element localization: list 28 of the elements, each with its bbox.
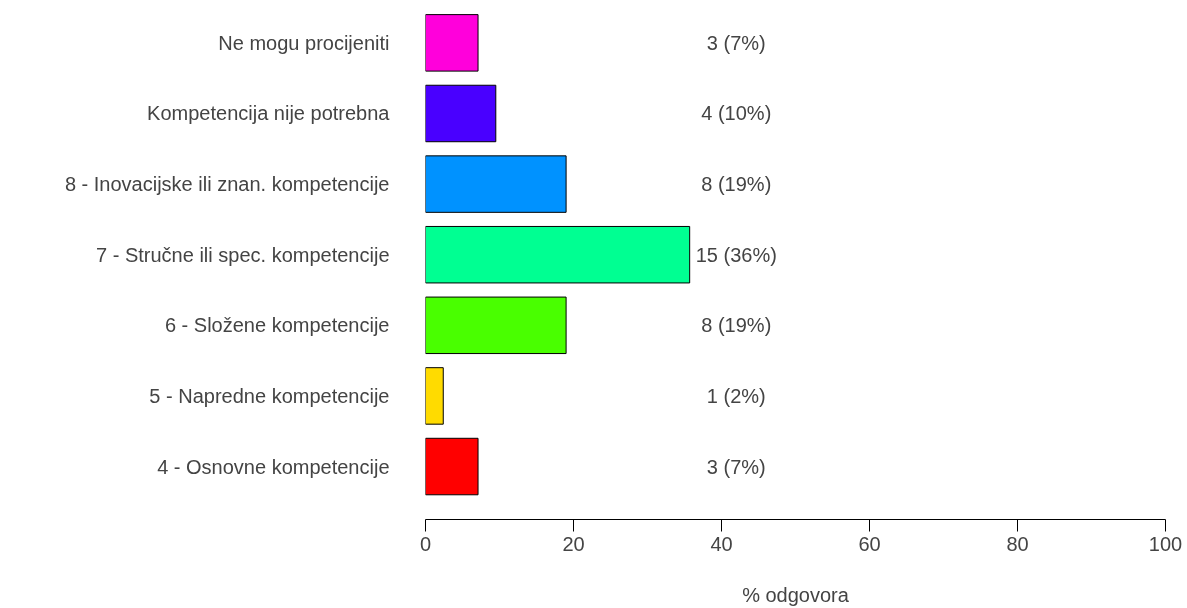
x-tick-label: 80 [1006,532,1029,555]
data-label: 3 (7%) [706,455,766,478]
x-tick-label: 40 [710,532,733,555]
bar [425,296,567,355]
data-label: 8 (19%) [701,173,772,196]
bar [425,225,691,284]
bar [425,367,444,425]
x-tick-label: 60 [858,532,881,555]
data-label: 4 (10%) [701,102,772,125]
bar [425,14,479,72]
bar [425,84,497,143]
bar [425,155,567,213]
data-label: 3 (7%) [706,31,766,54]
y-tick-label: Kompetencija nije potrebna [147,102,391,125]
y-tick-label: 6 - Složene kompetencije [164,314,390,337]
x-tick-label: 100 [1148,532,1183,555]
x-tick-label: 20 [562,532,585,555]
x-axis-title: % odgovora [742,583,850,606]
x-tick-label: 0 [419,532,432,555]
data-label: 8 (19%) [701,314,772,337]
y-tick-label: 5 - Napredne kompetencije [149,384,390,407]
y-tick-label: 8 - Inovacijske ili znan. kompetencije [64,173,390,196]
data-label: 15 (36%) [695,243,777,266]
bar [425,437,479,496]
y-tick-label: 7 - Stručne ili spec. kompetencije [96,243,390,266]
y-tick-label: 4 - Osnovne kompetencije [157,455,390,478]
y-tick-label: Ne mogu procijeniti [218,31,390,54]
data-label: 1 (2%) [706,384,766,407]
